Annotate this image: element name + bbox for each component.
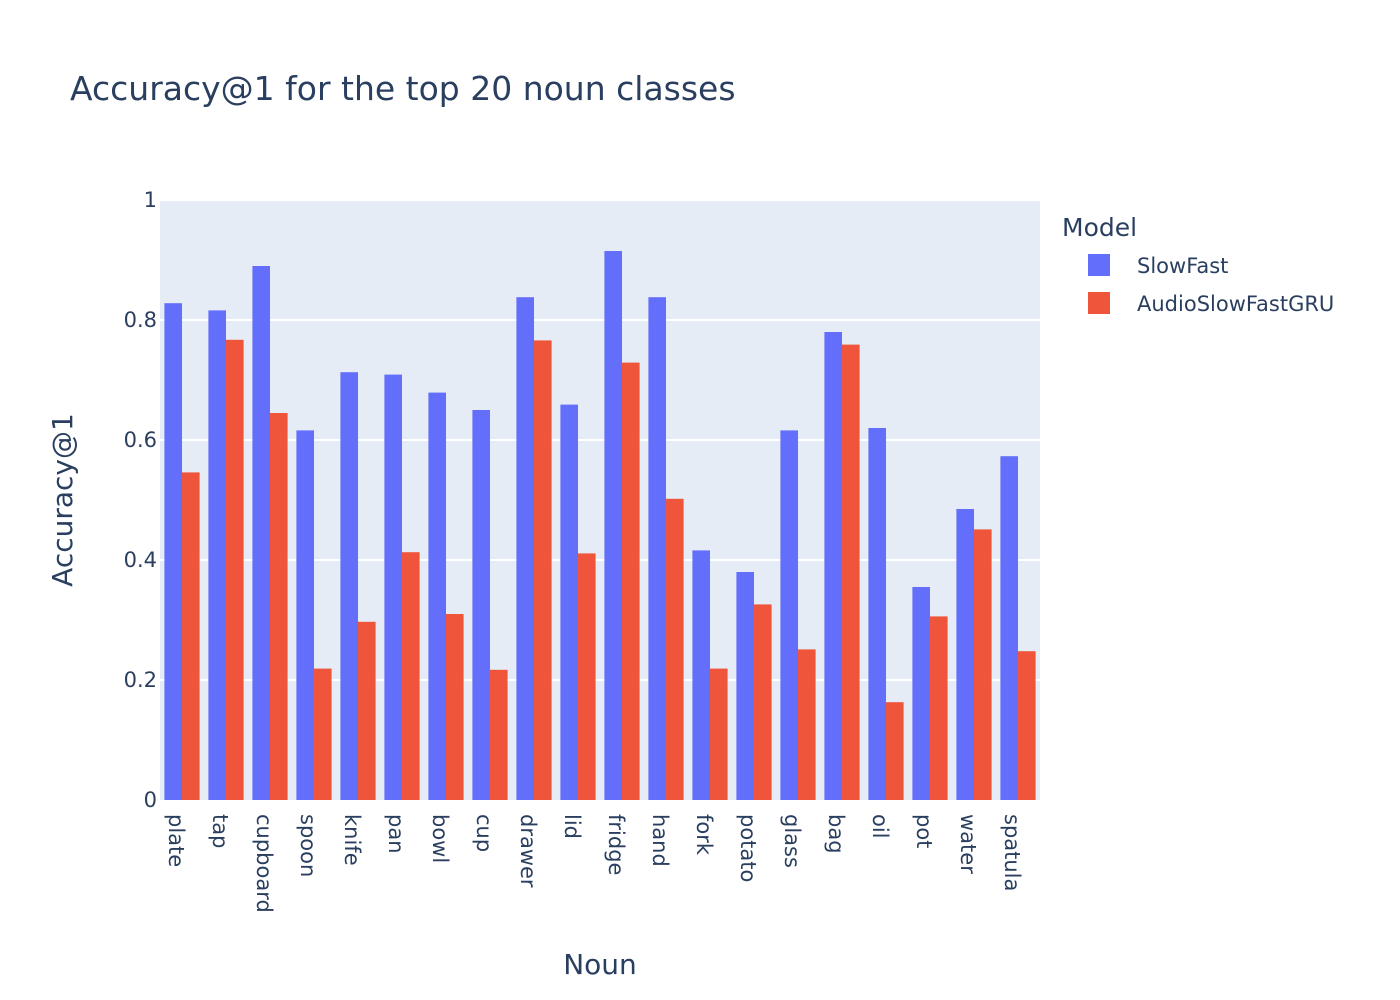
x-tick-label: glass <box>780 814 804 868</box>
bar-slowfast-water <box>956 509 974 800</box>
bar-slowfast-bag <box>824 332 842 800</box>
bar-audioslowfastgru-plate <box>182 472 200 800</box>
bar-slowfast-glass <box>780 430 798 800</box>
bar-audioslowfastgru-spatula <box>1018 651 1036 800</box>
bar-slowfast-hand <box>648 297 666 800</box>
plot-area <box>160 200 1040 800</box>
bar-audioslowfastgru-bag <box>842 344 860 800</box>
bar-audioslowfastgru-oil <box>886 702 904 800</box>
legend-swatch-slowfast <box>1088 254 1110 276</box>
y-tick-label: 1 <box>144 188 157 212</box>
bar-audioslowfastgru-potato <box>754 604 772 800</box>
chart-title: Accuracy@1 for the top 20 noun classes <box>70 69 736 108</box>
bar-audioslowfastgru-pot <box>930 616 948 800</box>
x-tick-label: oil <box>868 814 892 839</box>
bar-audioslowfastgru-glass <box>798 649 816 800</box>
bar-slowfast-pan <box>384 374 402 800</box>
bar-audioslowfastgru-fork <box>710 668 728 800</box>
bar-slowfast-cupboard <box>252 266 270 800</box>
bar-audioslowfastgru-hand <box>666 498 684 800</box>
bar-audioslowfastgru-cup <box>490 669 508 800</box>
bar-audioslowfastgru-pan <box>402 552 420 800</box>
x-tick-label: cupboard <box>252 814 276 913</box>
legend-title: Model <box>1062 213 1137 242</box>
y-tick-label: 0 <box>144 788 157 812</box>
bar-slowfast-lid <box>560 404 578 800</box>
x-tick-label: potato <box>736 814 760 882</box>
y-tick-label: 0.2 <box>124 668 157 692</box>
bar-slowfast-oil <box>868 428 886 800</box>
y-tick-label: 0.6 <box>124 428 157 452</box>
x-tick-label: knife <box>340 814 364 866</box>
bar-slowfast-potato <box>736 572 754 800</box>
y-tick-label: 0.8 <box>124 308 157 332</box>
bar-slowfast-knife <box>340 372 358 800</box>
x-tick-label: drawer <box>516 814 540 888</box>
x-tick-label: pot <box>912 814 936 848</box>
x-tick-label: cup <box>472 814 496 852</box>
x-axis-title: Noun <box>563 948 637 981</box>
x-tick-label: plate <box>164 814 188 867</box>
bar-audioslowfastgru-cupboard <box>270 413 288 800</box>
x-tick-label: water <box>956 814 980 874</box>
bar-slowfast-drawer <box>516 297 534 800</box>
bar-slowfast-fridge <box>604 251 622 800</box>
legend-swatch-audioslowfastgru <box>1088 292 1110 314</box>
x-tick-label: bag <box>824 814 848 854</box>
y-axis-title: Accuracy@1 <box>46 413 79 587</box>
bar-audioslowfastgru-water <box>974 529 992 800</box>
x-tick-label: spoon <box>296 814 320 877</box>
x-tick-label: fridge <box>604 814 628 875</box>
bar-audioslowfastgru-spoon <box>314 668 332 800</box>
bar-slowfast-fork <box>692 550 710 800</box>
bar-audioslowfastgru-drawer <box>534 340 552 800</box>
legend-label: SlowFast <box>1137 254 1228 278</box>
bar-slowfast-cup <box>472 410 490 800</box>
bar-slowfast-pot <box>912 587 930 800</box>
x-tick-label: spatula <box>1000 814 1024 891</box>
x-tick-label: fork <box>692 814 716 856</box>
bar-audioslowfastgru-knife <box>358 621 376 800</box>
x-tick-label: pan <box>384 814 408 854</box>
x-tick-label: lid <box>560 814 584 839</box>
bar-audioslowfastgru-bowl <box>446 614 464 800</box>
y-tick-label: 0.4 <box>124 548 157 572</box>
x-tick-label: tap <box>208 814 232 848</box>
bar-slowfast-bowl <box>428 392 446 800</box>
bar-slowfast-plate <box>164 303 182 800</box>
x-tick-label: hand <box>648 814 672 867</box>
x-tick-label: bowl <box>428 814 452 863</box>
bar-slowfast-spoon <box>296 430 314 800</box>
bar-audioslowfastgru-fridge <box>622 362 640 800</box>
bar-slowfast-tap <box>208 310 226 800</box>
bar-audioslowfastgru-lid <box>578 553 596 800</box>
bar-audioslowfastgru-tap <box>226 339 244 800</box>
bar-slowfast-spatula <box>1000 456 1018 800</box>
legend-label: AudioSlowFastGRU <box>1137 292 1334 316</box>
